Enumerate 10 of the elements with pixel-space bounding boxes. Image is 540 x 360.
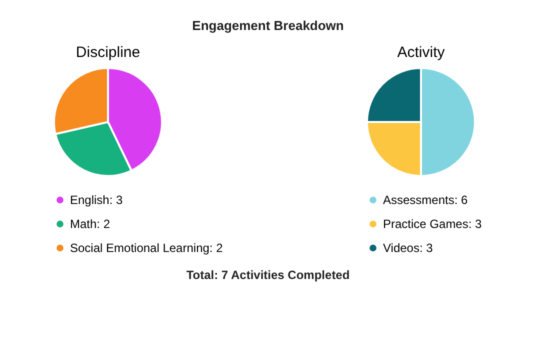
legend-label: English: 3 xyxy=(70,193,124,207)
legend-label: Practice Games: 3 xyxy=(383,217,482,231)
text: Total: 7 Activities Completed xyxy=(186,268,350,282)
legend-label: Math: 2 xyxy=(70,217,110,231)
legend-label: Videos: 3 xyxy=(383,241,434,255)
chart-title: Discipline xyxy=(76,44,140,61)
chart-title: Activity xyxy=(397,44,446,61)
text: Engagement Breakdown xyxy=(192,18,344,33)
legend-label: Social Emotional Learning: 2 xyxy=(70,241,224,255)
legend-label: Assessments: 6 xyxy=(383,193,468,207)
